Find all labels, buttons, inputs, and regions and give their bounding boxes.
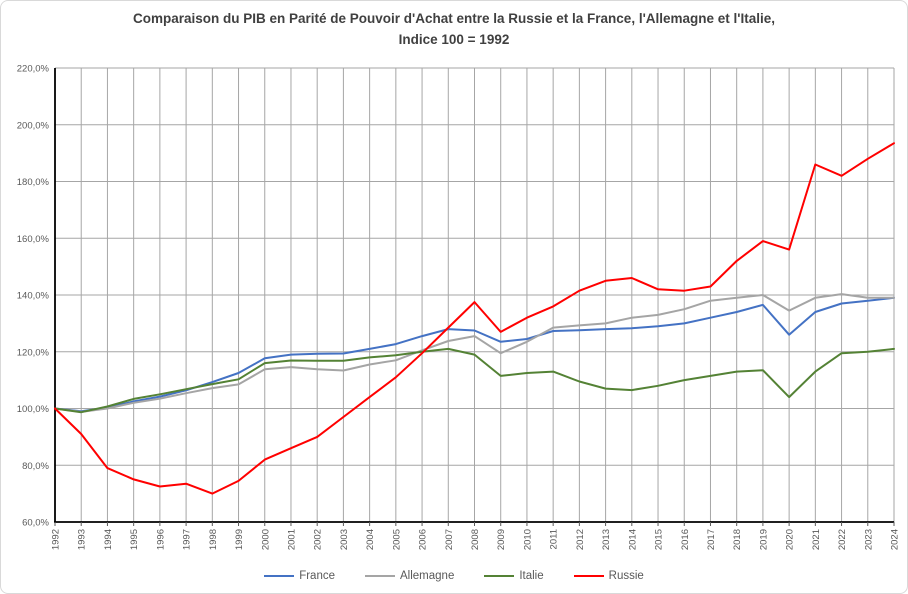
svg-text:1999: 1999	[234, 529, 245, 550]
chart-title: Comparaison du PIB en Parité de Pouvoir …	[1, 8, 907, 50]
svg-text:2002: 2002	[313, 529, 324, 550]
svg-text:2000: 2000	[260, 529, 271, 550]
x-axis-labels: 1992 1993 1994 1995 1996 1997 1998 1999 2000 2001…	[51, 529, 901, 550]
svg-text:2022: 2022	[837, 529, 848, 550]
series-line-russie	[54, 142, 895, 495]
legend-label-italie: Italie	[519, 570, 544, 582]
legend-item-allemagne: Allemagne	[365, 570, 454, 582]
svg-text:1996: 1996	[155, 529, 166, 550]
svg-text:2010: 2010	[522, 529, 533, 550]
svg-text:2015: 2015	[654, 529, 665, 550]
svg-text:2024: 2024	[890, 529, 901, 550]
svg-text:180,0%: 180,0%	[17, 177, 50, 188]
svg-text:220,0%: 220,0%	[17, 64, 50, 75]
legend-label-russie: Russie	[608, 570, 644, 582]
svg-text:1998: 1998	[208, 529, 219, 550]
svg-text:2008: 2008	[470, 529, 481, 550]
svg-text:2020: 2020	[785, 529, 796, 550]
y-axis-labels: 60,0% 80,0% 100,0% 120,0% 140,0% 160,0% 180,0%…	[17, 64, 50, 529]
svg-text:60,0%: 60,0%	[22, 518, 49, 529]
chart-title-line2: Indice 100 = 1992	[398, 32, 510, 47]
svg-text:2012: 2012	[575, 529, 586, 550]
svg-text:160,0%: 160,0%	[17, 234, 50, 245]
chart-title-line1: Comparaison du PIB en Parité de Pouvoir …	[132, 11, 776, 26]
legend-label-allemagne: Allemagne	[400, 570, 455, 582]
svg-text:1994: 1994	[103, 529, 114, 550]
svg-text:140,0%: 140,0%	[17, 291, 50, 302]
svg-text:2003: 2003	[339, 529, 350, 550]
svg-text:1993: 1993	[77, 529, 88, 550]
svg-text:2019: 2019	[758, 529, 769, 550]
svg-text:2023: 2023	[863, 529, 874, 550]
legend-item-france: France	[264, 570, 335, 582]
svg-text:2009: 2009	[496, 529, 507, 550]
svg-text:2021: 2021	[811, 529, 822, 550]
svg-text:100,0%: 100,0%	[17, 404, 50, 415]
legend-swatch-allemagne	[365, 575, 395, 577]
svg-text:2013: 2013	[601, 529, 612, 550]
svg-text:200,0%: 200,0%	[17, 120, 50, 131]
legend-swatch-france	[264, 575, 295, 577]
svg-text:1995: 1995	[129, 529, 140, 550]
svg-text:2001: 2001	[286, 529, 297, 550]
legend-item-italie: Italie	[484, 570, 544, 582]
svg-text:2018: 2018	[732, 529, 743, 550]
svg-text:1997: 1997	[182, 529, 193, 550]
legend-item-russie: Russie	[573, 570, 644, 582]
series-line-italie	[54, 347, 895, 414]
svg-text:2017: 2017	[706, 529, 717, 550]
svg-text:2006: 2006	[418, 529, 429, 550]
svg-text:2007: 2007	[444, 529, 455, 550]
legend-swatch-russie	[573, 575, 604, 577]
legend-swatch-italie	[484, 575, 515, 577]
svg-text:2016: 2016	[680, 529, 691, 550]
svg-text:2004: 2004	[365, 529, 376, 550]
svg-text:2011: 2011	[549, 529, 560, 549]
svg-text:1992: 1992	[51, 529, 62, 550]
series-line-allemagne	[54, 293, 895, 413]
gridlines	[54, 67, 895, 523]
legend-label-france: France	[299, 570, 335, 582]
svg-text:120,0%: 120,0%	[17, 347, 50, 358]
legend: France Allemagne Italie Russie	[1, 570, 907, 582]
svg-text:2005: 2005	[391, 529, 402, 550]
svg-text:80,0%: 80,0%	[22, 461, 49, 472]
axes	[54, 68, 895, 526]
svg-text:2014: 2014	[627, 529, 638, 550]
